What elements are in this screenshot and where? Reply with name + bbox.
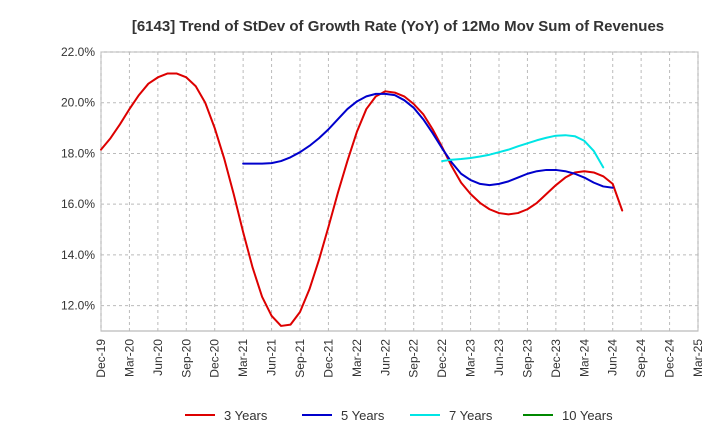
x-tick-label: Jun-23 [492,339,506,376]
y-tick-label: 18.0% [61,146,95,160]
y-tick-label: 22.0% [61,45,95,59]
legend-label: 3 Years [224,408,268,423]
x-tick-label: Mar-22 [350,339,364,377]
x-tick-label: Sep-21 [293,339,307,378]
y-tick-label: 20.0% [61,96,95,110]
series-layer [100,72,624,327]
x-tick-label: Dec-20 [208,339,222,378]
x-tick-label: Dec-24 [663,339,677,378]
x-tick-label: Jun-22 [378,339,392,376]
x-tick-label: Dec-23 [549,339,563,378]
x-tick-labels: Dec-19 Mar-20 Jun-20 Sep-20 Dec-20 Mar-21 Jun-… [94,339,705,378]
x-tick-label: Mar-25 [691,339,705,377]
y-tick-label: 14.0% [61,248,95,262]
x-tick-label: Dec-22 [435,339,449,378]
x-tick-label: Mar-24 [577,339,591,377]
legend: 3 Years 5 Years 7 Years 10 Years [185,408,613,423]
y-tick-label: 16.0% [61,197,95,211]
x-tick-label: Sep-22 [407,339,421,378]
series-line-7-years [441,134,605,169]
x-tick-label: Sep-20 [179,339,193,378]
chart-title: [6143] Trend of StDev of Growth Rate (Yo… [132,18,664,35]
x-tick-label: Dec-21 [321,339,335,378]
x-tick-label: Jun-21 [265,339,279,376]
x-tick-label: Sep-23 [520,339,534,378]
x-tick-label: Mar-23 [464,339,478,377]
x-tick-label: Jun-24 [606,339,620,376]
x-tick-label: Jun-20 [151,339,165,376]
y-tick-label: 12.0% [61,299,95,313]
series-line-3-years [100,72,624,327]
x-gridlines [100,52,699,331]
y-tick-labels: 12.0% 14.0% 16.0% 18.0% 20.0% 22.0% [61,45,95,313]
legend-label: 7 Years [449,408,493,423]
legend-label: 10 Years [562,408,613,423]
series-line-5-years [242,92,614,189]
x-tick-label: Dec-19 [94,339,108,378]
x-tick-label: Mar-20 [122,339,136,377]
x-tick-label: Mar-21 [236,339,250,377]
x-tick-label: Sep-24 [634,339,648,378]
legend-label: 5 Years [341,408,385,423]
